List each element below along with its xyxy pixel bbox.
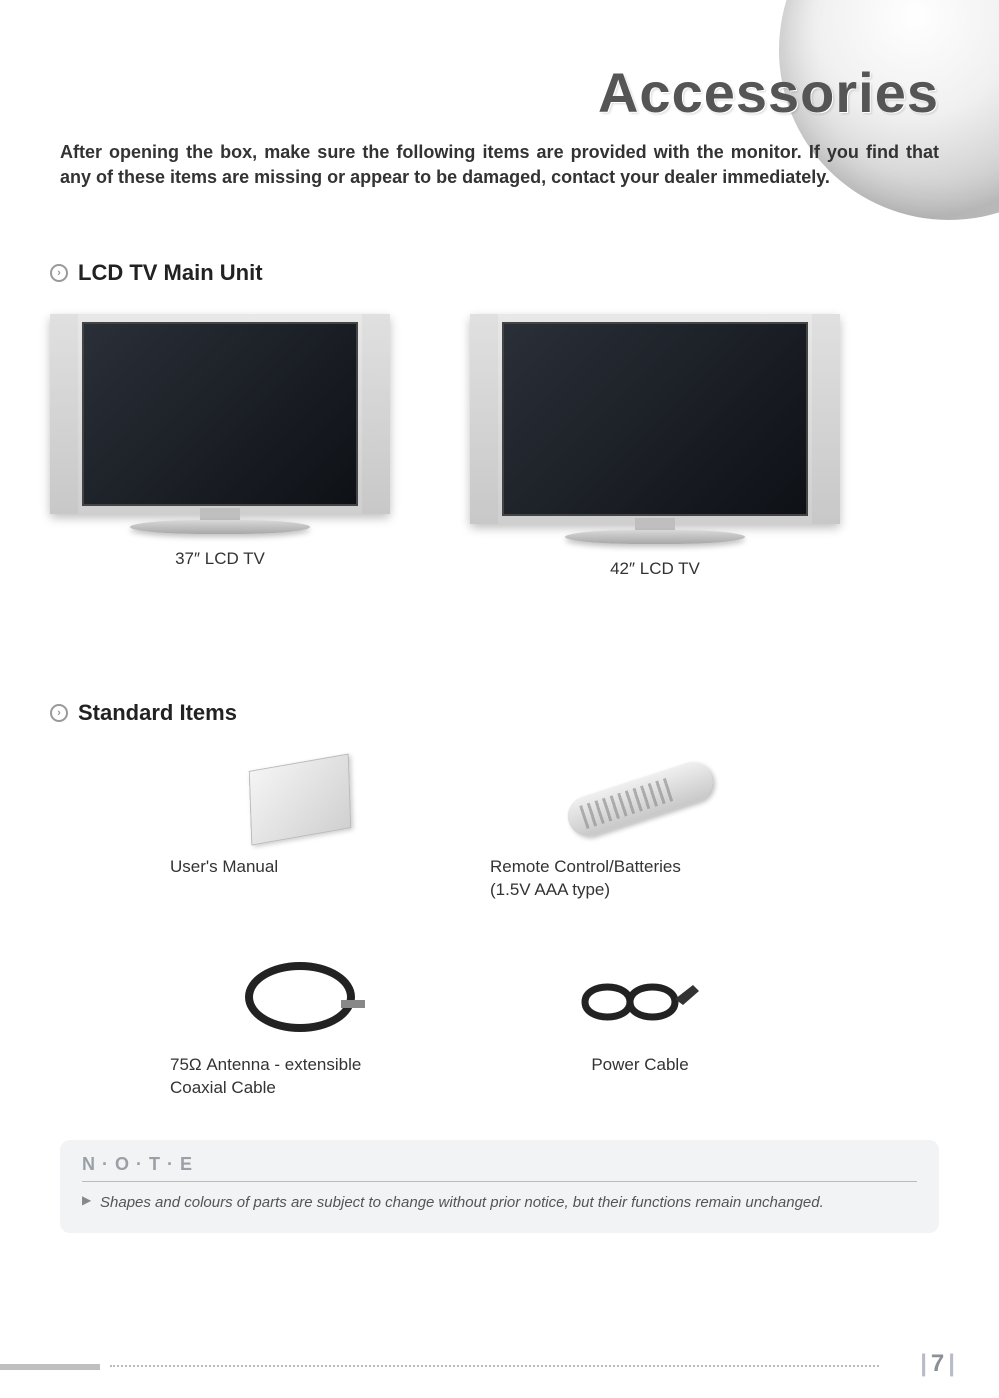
pipe-right: | — [948, 1350, 955, 1377]
tv-stand — [130, 508, 310, 536]
remote-label-line2: (1.5V AAA type) — [490, 880, 610, 899]
page-number: |7| — [916, 1350, 959, 1378]
tv-speaker-left — [470, 314, 498, 524]
note-body: Shapes and colours of parts are subject … — [82, 1192, 917, 1213]
footer-bar — [0, 1364, 100, 1370]
items-grid: User's Manual Remote Control/Batteries (… — [170, 754, 939, 1100]
section-heading: › LCD TV Main Unit — [50, 260, 939, 286]
tv-stand — [565, 518, 745, 546]
item-label: Power Cable — [490, 1054, 790, 1077]
tv-graphic-37 — [50, 314, 390, 514]
coax-graphic — [170, 952, 430, 1042]
tv-speaker-right — [362, 314, 390, 514]
tv-item-37: 37″ LCD TV — [50, 314, 390, 579]
tv-frame — [50, 314, 390, 514]
note-box: N · O · T · E Shapes and colours of part… — [60, 1140, 939, 1233]
power-cable-icon — [575, 967, 705, 1027]
power-graphic — [490, 952, 790, 1042]
tv-screen — [82, 322, 358, 506]
tv-graphic-42 — [470, 314, 840, 524]
tv-neck — [200, 508, 240, 520]
tv-label-42: 42″ LCD TV — [470, 559, 840, 579]
section-heading-text: LCD TV Main Unit — [78, 260, 263, 286]
chevron-right-icon: › — [50, 704, 68, 722]
coax-label-line2: Coaxial Cable — [170, 1078, 276, 1097]
tv-base — [130, 520, 310, 534]
section-standard-items: › Standard Items User's Manual Remote Co… — [50, 700, 939, 1100]
tv-speaker-right — [812, 314, 840, 524]
tv-frame — [470, 314, 840, 524]
item-label: User's Manual — [170, 856, 430, 879]
tv-screen — [502, 322, 808, 516]
remote-graphic — [490, 754, 790, 844]
page-footer: |7| — [0, 1350, 959, 1372]
note-title: N · O · T · E — [82, 1154, 917, 1182]
section-heading: › Standard Items — [50, 700, 939, 726]
page-title: Accessories — [598, 60, 939, 125]
section-lcd-tv: › LCD TV Main Unit 37″ LCD TV — [50, 260, 939, 579]
section-heading-text: Standard Items — [78, 700, 237, 726]
page-number-value: 7 — [931, 1350, 944, 1377]
tv-item-42: 42″ LCD TV — [470, 314, 840, 579]
item-label: 75Ω Antenna - extensible Coaxial Cable — [170, 1054, 430, 1100]
tv-label-37: 37″ LCD TV — [50, 549, 390, 569]
tv-speaker-left — [50, 314, 78, 514]
pipe-left: | — [920, 1350, 927, 1377]
chevron-right-icon: › — [50, 264, 68, 282]
item-power: Power Cable — [490, 952, 790, 1100]
manual-graphic — [170, 754, 430, 844]
item-remote: Remote Control/Batteries (1.5V AAA type) — [490, 754, 790, 902]
remote-label-line1: Remote Control/Batteries — [490, 857, 681, 876]
remote-icon — [562, 757, 717, 841]
coax-label-line1: 75Ω Antenna - extensible — [170, 1055, 361, 1074]
manual-icon — [249, 753, 352, 845]
item-coax: 75Ω Antenna - extensible Coaxial Cable — [170, 952, 430, 1100]
coax-icon — [245, 962, 355, 1032]
item-manual: User's Manual — [170, 754, 430, 902]
tv-neck — [635, 518, 675, 530]
tv-row: 37″ LCD TV 42″ LCD TV — [50, 314, 939, 579]
footer-dotted-line — [110, 1365, 879, 1367]
tv-base — [565, 530, 745, 544]
intro-paragraph: After opening the box, make sure the fol… — [60, 140, 939, 190]
item-label: Remote Control/Batteries (1.5V AAA type) — [490, 856, 790, 902]
